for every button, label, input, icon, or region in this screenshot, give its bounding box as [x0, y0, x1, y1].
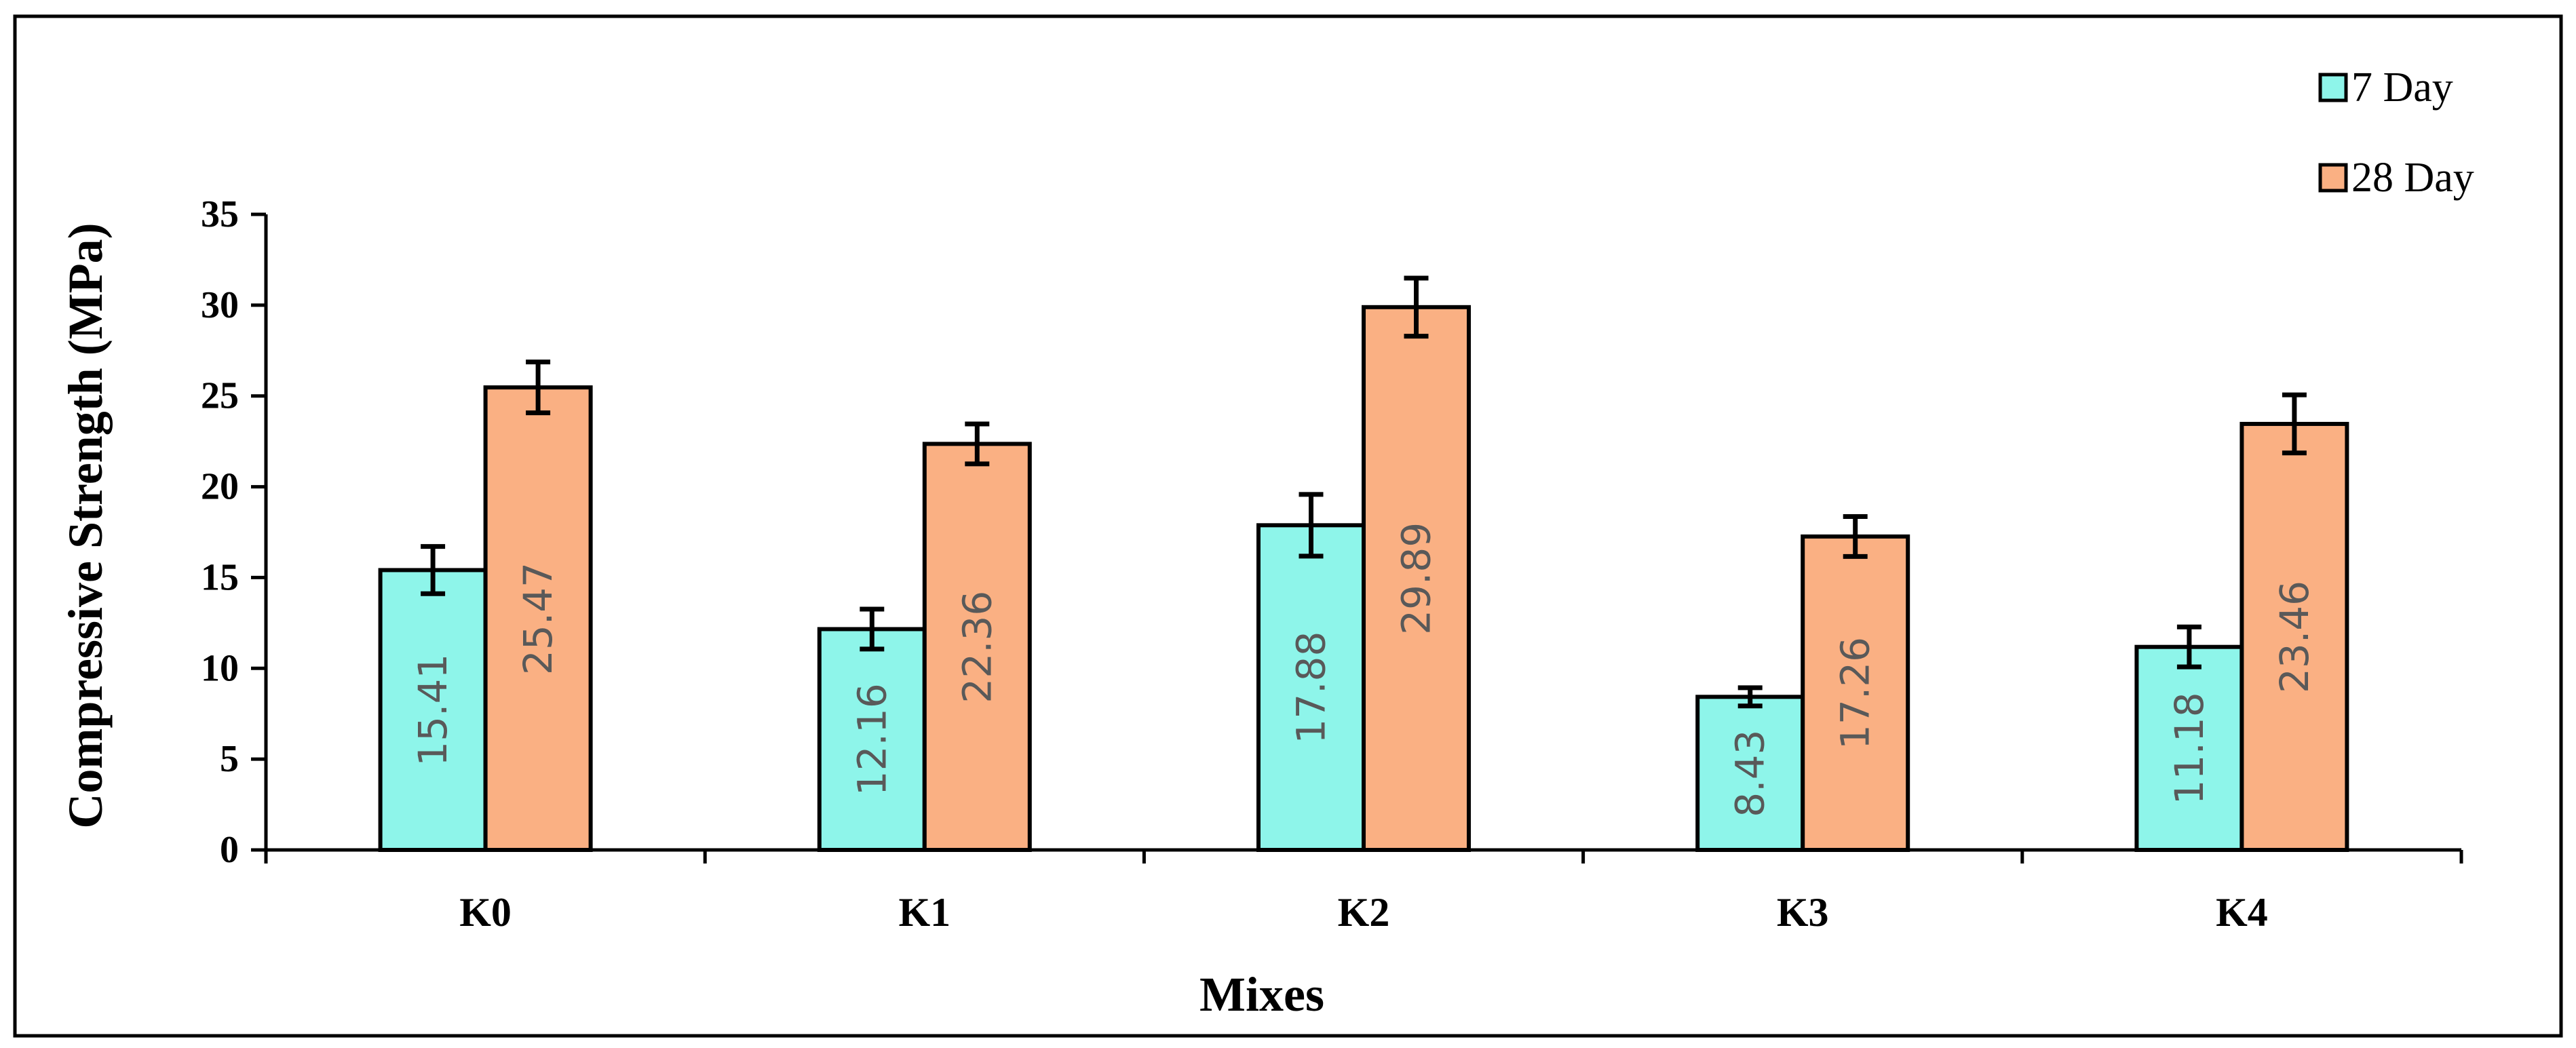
- x-tick-label-k0: K0: [459, 890, 512, 935]
- y-tick-label-10: 10: [201, 647, 239, 689]
- error-bar-bar-7-day-k1: [860, 606, 885, 652]
- bar-7-day-k0: [378, 568, 488, 852]
- data-label-bar-28-day-k3: 17.26: [1832, 637, 1879, 750]
- x-tick-label-k2: K2: [1338, 890, 1390, 935]
- x-tick-label-k4: K4: [2216, 890, 2268, 935]
- legend-label-28-day: 28 Day: [2351, 155, 2474, 201]
- bar-28-day-k3: [1801, 534, 1910, 853]
- data-label-bar-28-day-k1: 22.36: [954, 591, 1000, 703]
- data-label-bar-7-day-k0: 15.41: [410, 654, 456, 766]
- y-tick-label-20: 20: [201, 466, 239, 508]
- data-label-bar-28-day-k0: 25.47: [515, 562, 561, 675]
- x-tick-label-k3: K3: [1777, 890, 1829, 935]
- y-tick-label-0: 0: [220, 829, 239, 871]
- x-tick-label-k1: K1: [898, 890, 950, 935]
- error-bar-bar-28-day-k3: [1843, 513, 1868, 559]
- error-bar-bar-7-day-k3: [1737, 685, 1763, 709]
- data-label-bar-28-day-k2: 29.89: [1393, 522, 1440, 635]
- legend-label-7-day: 7 Day: [2351, 64, 2453, 111]
- y-axis-title: Compressive Strength (MPa): [58, 222, 113, 828]
- data-label-bar-7-day-k2: 17.88: [1288, 632, 1334, 744]
- error-bar-bar-28-day-k2: [1404, 275, 1429, 339]
- y-tick-label-35: 35: [201, 193, 239, 235]
- plot-area: 15.41 12.16 17.88 8.43 11.18 25.47 22.36 29.89 1…: [201, 193, 2463, 935]
- error-bar-bar-28-day-k4: [2282, 392, 2307, 456]
- error-bar-bar-7-day-k0: [421, 544, 446, 596]
- y-tick-label-30: 30: [201, 284, 239, 326]
- error-bar-bar-7-day-k2: [1299, 492, 1324, 559]
- y-tick-label-15: 15: [201, 556, 239, 598]
- data-label-bar-7-day-k4: 11.18: [2166, 692, 2212, 804]
- bar-28-day-k2: [1362, 305, 1471, 852]
- data-label-bar-7-day-k3: 8.43: [1727, 730, 1773, 817]
- error-bar-bar-7-day-k4: [2176, 624, 2202, 669]
- y-tick-label-5: 5: [220, 738, 239, 780]
- data-label-bar-28-day-k4: 23.46: [2271, 581, 2318, 693]
- x-axis-title: Mixes: [1199, 967, 1324, 1022]
- data-label-bar-7-day-k1: 12.16: [849, 683, 895, 796]
- legend-swatch-28-day: [2318, 163, 2348, 193]
- legend: 7 Day 28 Day: [2318, 64, 2474, 201]
- y-tick-label-25: 25: [201, 375, 239, 417]
- error-bar-bar-28-day-k0: [526, 360, 551, 416]
- error-bar-bar-28-day-k1: [965, 421, 990, 467]
- bar-28-day-k4: [2239, 421, 2349, 852]
- legend-swatch-7-day: [2318, 73, 2348, 102]
